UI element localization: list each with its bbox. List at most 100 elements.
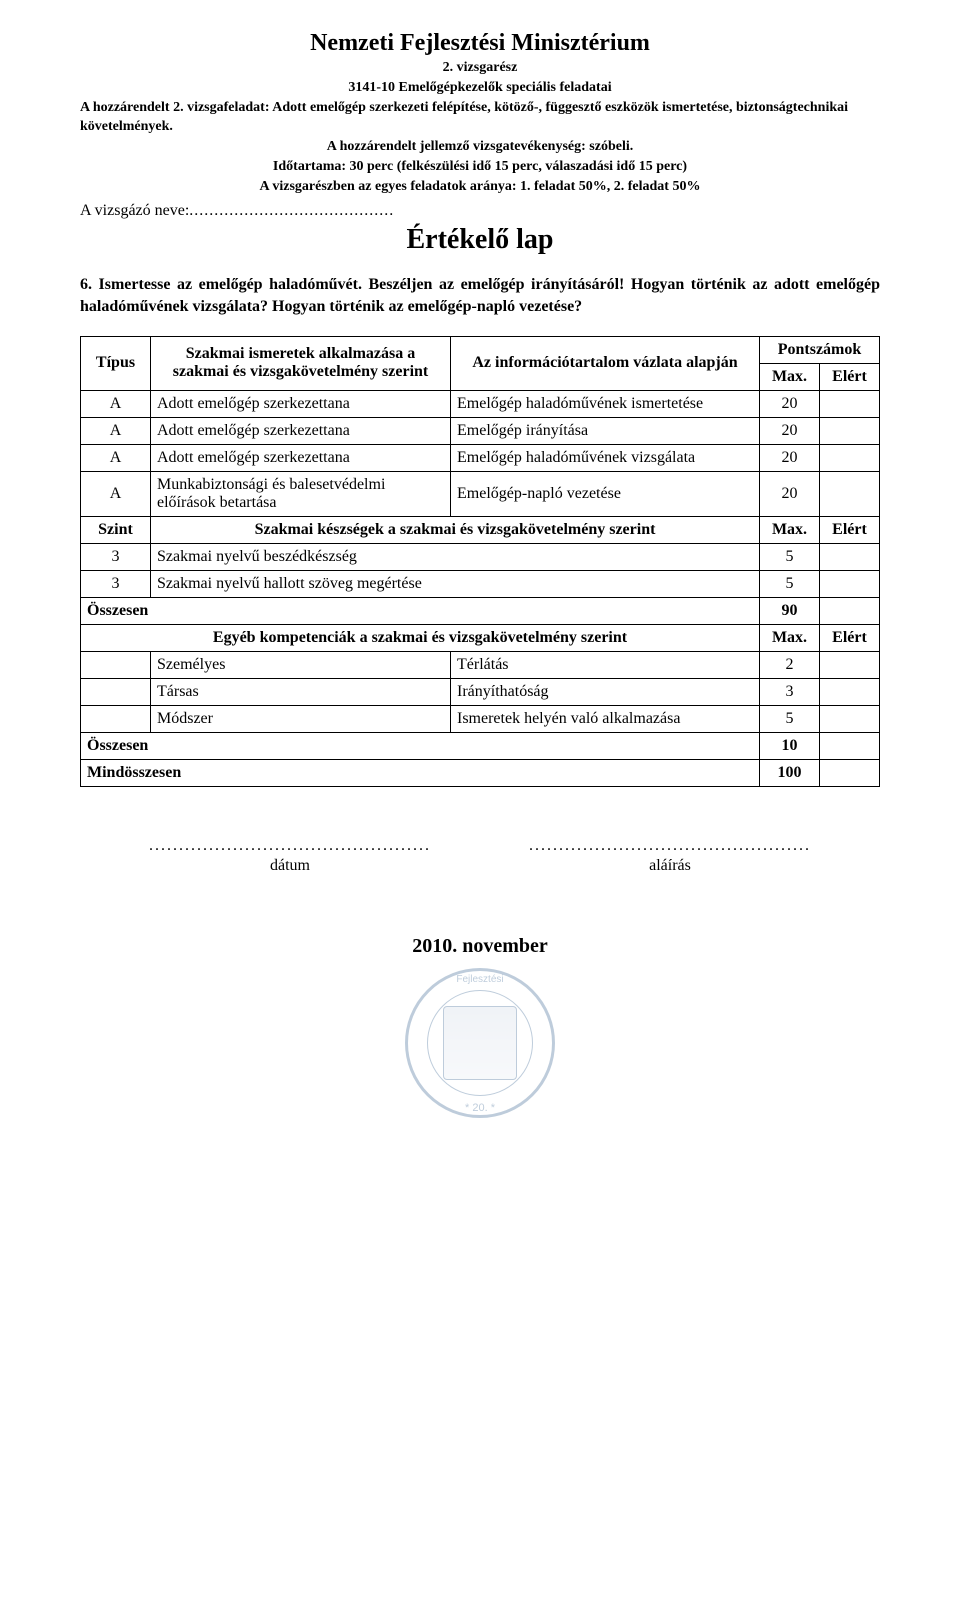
- table-header-row: Típus Szakmai ismeretek alkalmazása a sz…: [81, 336, 880, 363]
- cell-elert[interactable]: [820, 444, 880, 471]
- subtotal-row: Összesen 90: [81, 597, 880, 624]
- sheet-title: Értékelő lap: [80, 224, 880, 256]
- table-row: 3 Szakmai nyelvű hallott szöveg megértés…: [81, 570, 880, 597]
- signature-block: ........................................…: [520, 837, 820, 875]
- col-desc: Szakmai ismeretek alkalmazása a szakmai …: [151, 336, 451, 390]
- cell-type: A: [81, 471, 151, 516]
- subtotal-label: Összesen: [81, 732, 760, 759]
- seal-text-top: Fejlesztési: [405, 974, 555, 985]
- cell-cat: Személyes: [151, 651, 451, 678]
- date-dots: ........................................…: [140, 837, 440, 855]
- cell-type: A: [81, 444, 151, 471]
- cell-max: 5: [760, 705, 820, 732]
- cell-elert[interactable]: [820, 543, 880, 570]
- table-row: A Adott emelőgép szerkezettana Emelőgép …: [81, 417, 880, 444]
- signature-label: aláírás: [520, 857, 820, 875]
- cell-elert[interactable]: [820, 390, 880, 417]
- exam-subject: 3141-10 Emelőgépkezelők speciális felada…: [80, 79, 880, 97]
- cell-info: Emelőgép haladóművének ismertetése: [451, 390, 760, 417]
- examinee-label: A vizsgázó neve:: [80, 202, 189, 219]
- col-max: Max.: [760, 363, 820, 390]
- cell-desc: Munkabiztonsági és balesetvédelmi előírá…: [151, 471, 451, 516]
- table-row: Társas Irányíthatóság 3: [81, 678, 880, 705]
- cell-type: A: [81, 417, 151, 444]
- date-signature-block: ........................................…: [140, 837, 440, 875]
- cell-cat: Módszer: [151, 705, 451, 732]
- page: Nemzeti Fejlesztési Minisztérium 2. vizs…: [0, 0, 960, 1158]
- footer-date: 2010. november: [80, 935, 880, 958]
- evaluation-table: Típus Szakmai ismeretek alkalmazása a sz…: [80, 336, 880, 787]
- cell-cat: Társas: [151, 678, 451, 705]
- cell-level: 3: [81, 570, 151, 597]
- skills-header-row: Szint Szakmai készségek a szakmai és viz…: [81, 516, 880, 543]
- cell-info: Emelőgép haladóművének vizsgálata: [451, 444, 760, 471]
- table-row: A Munkabiztonsági és balesetvédelmi előí…: [81, 471, 880, 516]
- cell-type: A: [81, 390, 151, 417]
- header-block: Nemzeti Fejlesztési Minisztérium 2. vizs…: [80, 30, 880, 196]
- cell-elert[interactable]: [820, 678, 880, 705]
- grandtotal-row: Mindösszesen 100: [81, 759, 880, 786]
- cell-max: 20: [760, 444, 820, 471]
- subtotal-max: 10: [760, 732, 820, 759]
- official-seal-icon: Fejlesztési * 20. *: [405, 968, 555, 1118]
- grandtotal-max: 100: [760, 759, 820, 786]
- table-row: 3 Szakmai nyelvű beszédkészség 5: [81, 543, 880, 570]
- date-label: dátum: [140, 857, 440, 875]
- examinee-dots: ........................................…: [189, 202, 394, 219]
- cell-max: 20: [760, 390, 820, 417]
- signature-row: ........................................…: [80, 837, 880, 875]
- cell-max: 20: [760, 417, 820, 444]
- cell-desc: Adott emelőgép szerkezettana: [151, 417, 451, 444]
- ministry-title: Nemzeti Fejlesztési Minisztérium: [80, 30, 880, 57]
- cell-elert[interactable]: [820, 651, 880, 678]
- col-type: Típus: [81, 336, 151, 390]
- subtotal-label: Összesen: [81, 597, 760, 624]
- cell-elert[interactable]: [820, 570, 880, 597]
- subtotal-row: Összesen 10: [81, 732, 880, 759]
- table-row: Módszer Ismeretek helyén való alkalmazás…: [81, 705, 880, 732]
- other-header-row: Egyéb kompetenciák a szakmai és vizsgakö…: [81, 624, 880, 651]
- grandtotal-elert[interactable]: [820, 759, 880, 786]
- table-row: A Adott emelőgép szerkezettana Emelőgép …: [81, 390, 880, 417]
- exam-task: A hozzárendelt 2. vizsgafeladat: Adott e…: [80, 99, 880, 135]
- task-prefix: A hozzárendelt 2. vizsgafeladat:: [80, 100, 272, 115]
- col-elert: Elért: [820, 516, 880, 543]
- cell-elert[interactable]: [820, 705, 880, 732]
- cell-max: 2: [760, 651, 820, 678]
- subtotal-elert[interactable]: [820, 732, 880, 759]
- col-other-title: Egyéb kompetenciák a szakmai és vizsgakö…: [81, 624, 760, 651]
- cell-desc: Szakmai nyelvű beszédkészség: [151, 543, 760, 570]
- col-max: Max.: [760, 516, 820, 543]
- col-info: Az információtartalom vázlata alapján: [451, 336, 760, 390]
- question-text: 6. Ismertesse az emelőgép haladóművét. B…: [80, 274, 880, 317]
- table-row: Személyes Térlátás 2: [81, 651, 880, 678]
- cell-desc: Ismeretek helyén való alkalmazása: [451, 705, 760, 732]
- col-elert: Elért: [820, 363, 880, 390]
- cell-empty: [81, 651, 151, 678]
- seal-emblem: [443, 1006, 517, 1080]
- cell-desc: Irányíthatóság: [451, 678, 760, 705]
- cell-max: 3: [760, 678, 820, 705]
- cell-desc: Térlátás: [451, 651, 760, 678]
- exam-duration: Időtartama: 30 perc (felkészülési idő 15…: [80, 158, 880, 176]
- subtotal-elert[interactable]: [820, 597, 880, 624]
- examinee-name-line: A vizsgázó neve:........................…: [80, 202, 880, 220]
- cell-desc: Adott emelőgép szerkezettana: [151, 444, 451, 471]
- cell-elert[interactable]: [820, 471, 880, 516]
- cell-elert[interactable]: [820, 417, 880, 444]
- subtotal-max: 90: [760, 597, 820, 624]
- cell-level: 3: [81, 543, 151, 570]
- cell-empty: [81, 678, 151, 705]
- exam-part: 2. vizsgarész: [80, 59, 880, 77]
- col-points: Pontszámok: [760, 336, 880, 363]
- cell-info: Emelőgép-napló vezetése: [451, 471, 760, 516]
- cell-info: Emelőgép irányítása: [451, 417, 760, 444]
- cell-empty: [81, 705, 151, 732]
- cell-max: 5: [760, 543, 820, 570]
- seal-text-bottom: * 20. *: [405, 1102, 555, 1114]
- col-max: Max.: [760, 624, 820, 651]
- cell-desc: Szakmai nyelvű hallott szöveg megértése: [151, 570, 760, 597]
- exam-activity: A hozzárendelt jellemző vizsgatevékenysé…: [80, 138, 880, 156]
- col-szint: Szint: [81, 516, 151, 543]
- grandtotal-label: Mindösszesen: [81, 759, 760, 786]
